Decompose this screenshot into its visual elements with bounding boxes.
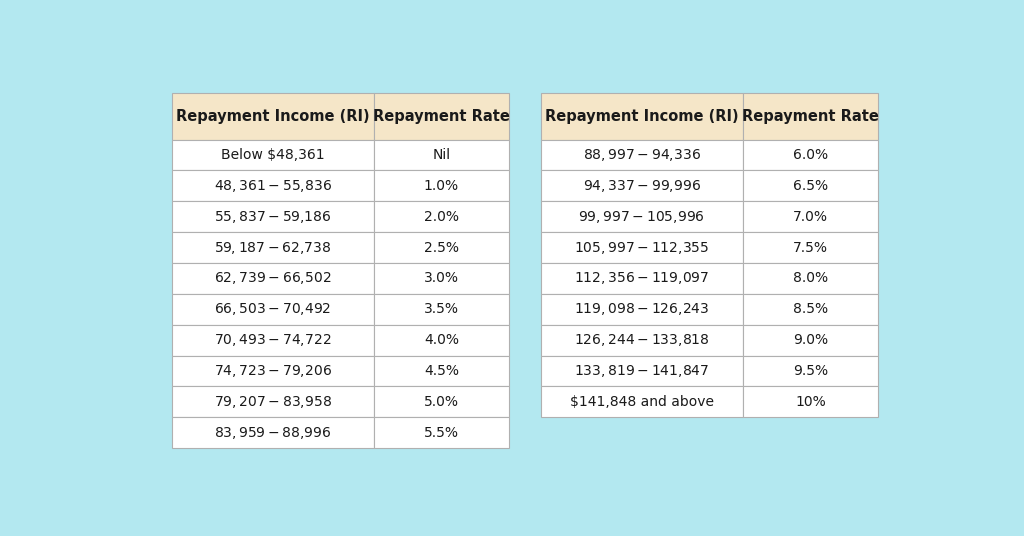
Text: 5.0%: 5.0% (424, 395, 459, 409)
Text: 2.0%: 2.0% (424, 210, 459, 224)
Bar (541, 355, 743, 386)
Bar (541, 201, 743, 232)
Text: $74,723 - $79,206: $74,723 - $79,206 (214, 363, 332, 379)
Bar (374, 263, 509, 294)
Bar (374, 355, 509, 386)
Bar (541, 170, 743, 201)
Bar (172, 386, 374, 418)
Text: 3.5%: 3.5% (424, 302, 459, 316)
Bar (374, 139, 509, 170)
Bar (743, 355, 878, 386)
Text: $70,493 - $74,722: $70,493 - $74,722 (214, 332, 332, 348)
Bar (374, 294, 509, 325)
Bar (743, 232, 878, 263)
Bar (172, 93, 374, 139)
Bar (172, 355, 374, 386)
Text: 6.0%: 6.0% (793, 148, 828, 162)
Bar (374, 232, 509, 263)
Bar (374, 170, 509, 201)
Text: $48,361 - $55,836: $48,361 - $55,836 (214, 178, 332, 194)
Bar (743, 263, 878, 294)
Bar (743, 294, 878, 325)
Bar (743, 386, 878, 418)
Text: Repayment Rate: Repayment Rate (742, 109, 879, 124)
Bar (374, 386, 509, 418)
Bar (172, 232, 374, 263)
Bar (541, 263, 743, 294)
Text: $99,997 - $105,996: $99,997 - $105,996 (579, 209, 706, 225)
Bar (541, 93, 743, 139)
Text: $62,739 - $66,502: $62,739 - $66,502 (214, 270, 332, 286)
Text: Nil: Nil (432, 148, 451, 162)
Text: $141,848 and above: $141,848 and above (569, 395, 714, 409)
Bar (541, 386, 743, 418)
Bar (374, 325, 509, 355)
Text: 8.0%: 8.0% (793, 271, 828, 285)
Bar (541, 325, 743, 355)
Text: 8.5%: 8.5% (793, 302, 828, 316)
Bar (172, 170, 374, 201)
Bar (743, 201, 878, 232)
Bar (541, 232, 743, 263)
Bar (374, 201, 509, 232)
Text: 3.0%: 3.0% (424, 271, 459, 285)
Text: Below $48,361: Below $48,361 (221, 148, 325, 162)
Text: Repayment Rate: Repayment Rate (373, 109, 510, 124)
Bar (172, 294, 374, 325)
Text: $126,244 - $133,818: $126,244 - $133,818 (574, 332, 710, 348)
Text: $79,207 - $83,958: $79,207 - $83,958 (214, 394, 332, 410)
Text: 7.0%: 7.0% (793, 210, 828, 224)
Bar (172, 263, 374, 294)
Text: $112,356 - $119,097: $112,356 - $119,097 (574, 270, 710, 286)
Bar (743, 325, 878, 355)
Text: Repayment Income (RI): Repayment Income (RI) (176, 109, 370, 124)
Bar (172, 139, 374, 170)
Text: 5.5%: 5.5% (424, 426, 459, 440)
Bar (374, 418, 509, 448)
Text: 9.0%: 9.0% (793, 333, 828, 347)
Text: Repayment Income (RI): Repayment Income (RI) (545, 109, 738, 124)
Bar (374, 93, 509, 139)
Bar (541, 139, 743, 170)
Text: 1.0%: 1.0% (424, 179, 459, 193)
Text: 10%: 10% (795, 395, 826, 409)
Text: $94,337 - $99,996: $94,337 - $99,996 (583, 178, 700, 194)
Text: 9.5%: 9.5% (793, 364, 828, 378)
Text: $59,187 - $62,738: $59,187 - $62,738 (214, 240, 332, 256)
Text: $133,819 - $141,847: $133,819 - $141,847 (574, 363, 710, 379)
Text: $83,959 - $88,996: $83,959 - $88,996 (214, 425, 332, 441)
Text: 7.5%: 7.5% (793, 241, 828, 255)
Text: $105,997 - $112,355: $105,997 - $112,355 (574, 240, 710, 256)
Text: 2.5%: 2.5% (424, 241, 459, 255)
Text: $119,098 - $126,243: $119,098 - $126,243 (574, 301, 710, 317)
Text: $88,997 - $94,336: $88,997 - $94,336 (583, 147, 700, 163)
Text: 4.5%: 4.5% (424, 364, 459, 378)
Bar (541, 294, 743, 325)
Text: $55,837 - $59,186: $55,837 - $59,186 (214, 209, 332, 225)
Bar (743, 170, 878, 201)
Bar (172, 201, 374, 232)
Bar (743, 93, 878, 139)
Bar (172, 325, 374, 355)
Text: $66,503 - $70,492: $66,503 - $70,492 (214, 301, 332, 317)
Text: 4.0%: 4.0% (424, 333, 459, 347)
Bar (743, 139, 878, 170)
Bar (172, 418, 374, 448)
Text: 6.5%: 6.5% (793, 179, 828, 193)
